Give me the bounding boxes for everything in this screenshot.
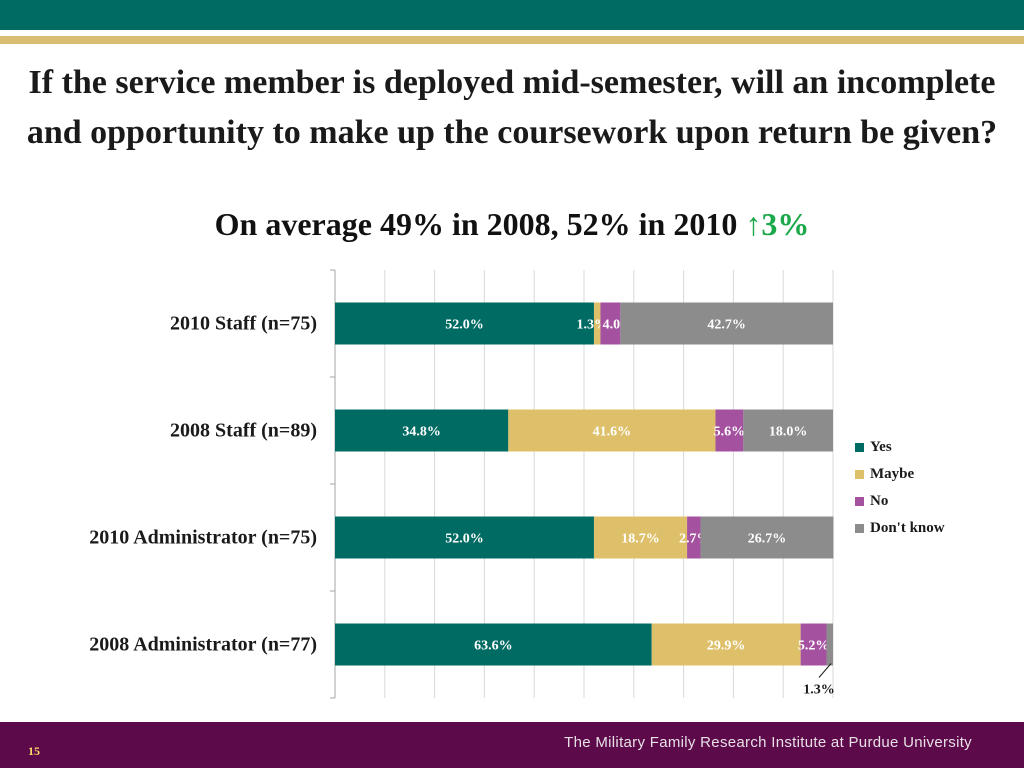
bar-dont_know-0 [620,302,833,345]
stacked-bar-chart: 2010 Staff (n=75) 52.0% 1.3%4.0% 42.7%2008 … [89,269,835,699]
category-label-3: 2008 Administrator (n=77) [89,634,317,656]
bar-no-3 [800,623,827,666]
bar-no-2 [687,516,701,559]
legend-label-yes: Yes [870,439,892,455]
data-label-yes-2: 52.0% [445,532,484,547]
subtitle-text: On average 49% in 2008, 52% in 2010 [214,206,738,242]
legend-swatch-no [855,497,864,506]
page-number: 15 [28,744,40,758]
data-label-maybe-0: 1.3% [576,318,608,333]
leader-line-dont_know-3 [818,663,832,678]
legend-item-dont-know: Don't know [855,515,945,542]
bar-dont_know-2 [700,516,834,559]
bar-maybe-1 [508,409,716,452]
slide-title: If the service member is deployed mid-se… [26,64,998,151]
bar-yes-0 [335,302,594,345]
category-label-0: 2010 Staff (n=75) [170,313,317,335]
data-label-maybe-2: 18.7% [621,532,660,547]
legend-item-yes: Yes [855,434,945,461]
data-label-no-1: 5.6% [714,425,746,440]
header-band [0,0,1024,30]
header-gold-band [0,36,1024,44]
category-label-1: 2008 Staff (n=89) [170,420,317,442]
footer-band [0,722,1024,768]
data-label-yes-1: 34.8% [402,425,441,440]
legend-swatch-dont-know [855,524,864,533]
bar-yes-3 [335,623,652,666]
data-label-dont_know-2: 26.7% [748,532,787,547]
data-label-yes-0: 52.0% [445,318,484,333]
slide-subtitle: On average 49% in 2008, 52% in 2010 ↑3% [0,206,1024,243]
up-arrow-icon: ↑ [745,206,762,242]
bar-yes-1 [335,409,509,452]
legend-label-dont-know: Don't know [870,520,945,536]
legend-item-maybe: Maybe [855,461,945,488]
data-label-dont_know-0: 42.7% [707,318,746,333]
data-label-maybe-1: 41.6% [593,425,632,440]
data-label-dont_know-1: 18.0% [769,425,808,440]
chart-legend: Yes Maybe No Don't know [855,434,945,542]
institute-name: The Military Family Research Institute a… [564,734,972,751]
bar-yes-2 [335,516,594,559]
data-label-maybe-3: 29.9% [707,639,746,654]
subtitle-change: 3% [761,206,810,242]
bar-maybe-0 [593,302,601,345]
legend-label-no: No [870,493,889,509]
header-divider [0,32,1024,35]
data-label-dont_know-3: 1.3% [803,683,835,698]
bar-maybe-2 [593,516,688,559]
bar-no-1 [715,409,744,452]
legend-item-no: No [855,488,945,515]
legend-swatch-yes [855,443,864,452]
legend-swatch-maybe [855,470,864,479]
bar-dont_know-1 [743,409,833,452]
bar-maybe-3 [651,623,801,666]
data-label-no-3: 5.2% [798,639,830,654]
category-label-2: 2010 Administrator (n=75) [89,527,317,549]
bar-dont_know-3 [826,623,833,666]
legend-label-maybe: Maybe [870,466,915,482]
data-label-yes-3: 63.6% [474,639,513,654]
bar-no-0 [600,302,621,345]
